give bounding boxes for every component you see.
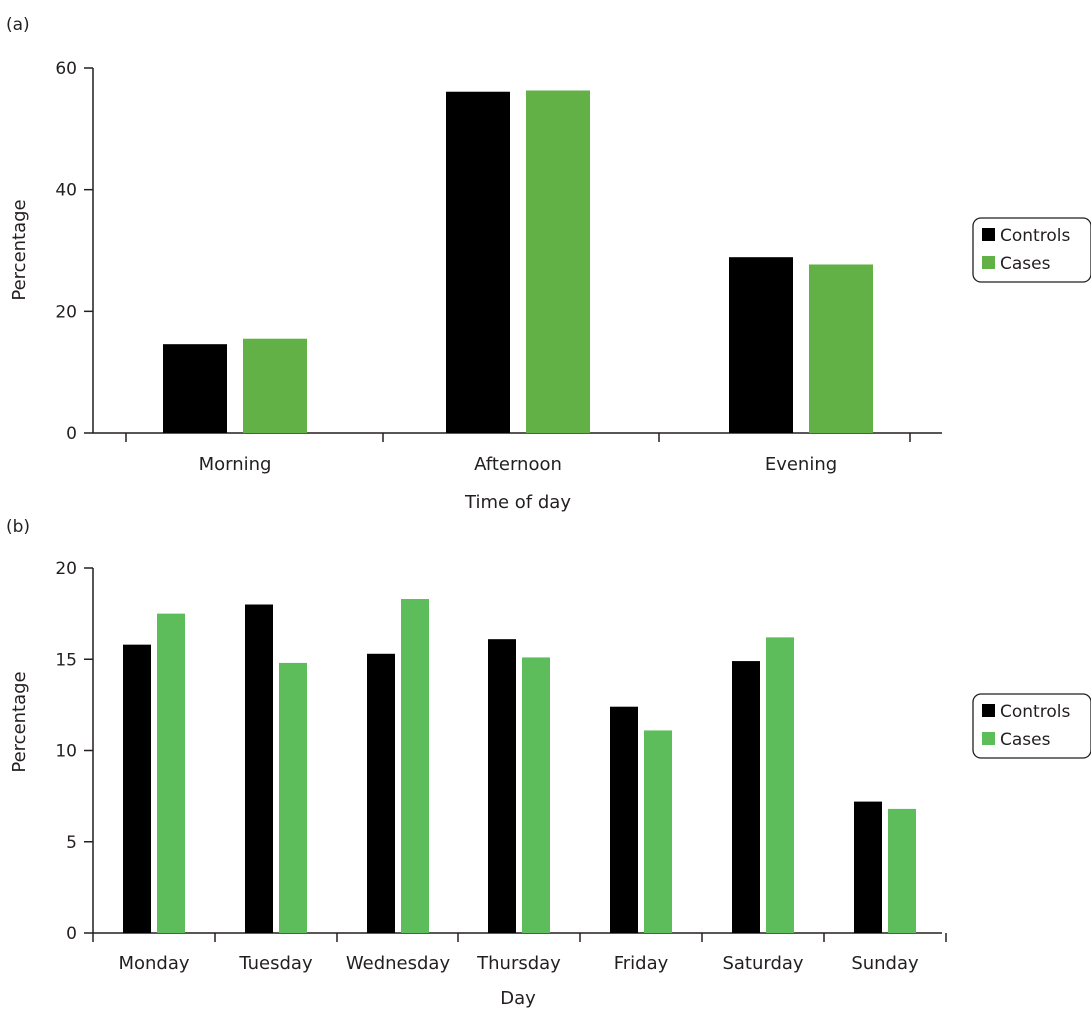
bar-cases-monday xyxy=(157,613,185,933)
bar-controls-monday xyxy=(123,644,151,933)
legend-label-controls: Controls xyxy=(1000,226,1070,246)
legend-box xyxy=(972,693,1091,759)
x-tick-label: Afternoon xyxy=(474,454,562,475)
panel-a-x-axis-title: Time of day xyxy=(464,492,571,513)
x-tick-label: Tuesday xyxy=(238,953,313,974)
bar-cases-thursday xyxy=(522,657,550,933)
bar-controls-sunday xyxy=(854,801,882,933)
y-tick-label: 0 xyxy=(66,924,77,944)
legend-label-cases: Cases xyxy=(1000,730,1051,750)
x-tick-label: Morning xyxy=(199,454,272,475)
panel-b-y-axis-title: Percentage xyxy=(9,671,30,772)
bar-cases-tuesday xyxy=(279,662,307,933)
panel-a-y-axis-title: Percentage xyxy=(9,199,30,300)
panel-a-legend: Controls Cases xyxy=(972,217,1091,283)
x-tick-label: Monday xyxy=(118,953,189,974)
legend-label-controls: Controls xyxy=(1000,702,1070,722)
bar-cases-friday xyxy=(644,730,672,933)
bar-cases-morning xyxy=(243,338,307,433)
panel-a: (a) Percentage Time of day 0 20 40 60 Morni… xyxy=(6,15,1091,513)
y-tick-label: 10 xyxy=(55,742,77,762)
y-tick-label: 20 xyxy=(55,302,77,322)
y-tick-label: 40 xyxy=(55,181,77,201)
legend-label-cases: Cases xyxy=(1000,254,1051,274)
x-tick-label: Saturday xyxy=(722,953,803,974)
panel-b-x-axis: Monday Tuesday Wednesday Thursday Friday Satu… xyxy=(92,932,947,974)
bar-cases-afternoon xyxy=(526,90,590,433)
panel-b-legend: Controls Cases xyxy=(972,693,1091,759)
panel-b-label: (b) xyxy=(6,517,30,537)
panel-b-y-axis: 0 5 10 15 20 xyxy=(55,559,94,944)
bar-controls-saturday xyxy=(732,661,760,933)
panel-b: (b) Percentage Day 0 5 10 15 20 Monday Tuesda… xyxy=(6,517,1091,1009)
x-tick-label: Wednesday xyxy=(346,953,451,974)
bar-controls-morning xyxy=(163,344,227,433)
y-tick-label: 0 xyxy=(66,424,77,444)
bar-controls-wednesday xyxy=(367,653,395,933)
panel-b-x-axis-title: Day xyxy=(500,988,536,1009)
x-tick-label: Evening xyxy=(765,454,837,475)
x-tick-label: Friday xyxy=(614,953,669,974)
panel-a-y-axis: 0 20 40 60 xyxy=(55,59,94,444)
panel-b-bars xyxy=(123,599,916,933)
y-tick-label: 5 xyxy=(66,833,77,853)
bar-cases-wednesday xyxy=(401,599,429,933)
y-tick-label: 15 xyxy=(55,650,77,670)
legend-swatch-controls xyxy=(982,228,995,241)
x-tick-label: Sunday xyxy=(851,953,919,974)
y-tick-label: 60 xyxy=(55,59,77,79)
legend-swatch-controls xyxy=(982,704,995,717)
y-tick-label: 20 xyxy=(55,559,77,579)
bar-controls-friday xyxy=(610,706,638,933)
bar-controls-thursday xyxy=(488,639,516,933)
legend-swatch-cases xyxy=(982,732,995,745)
panel-a-x-axis: Morning Afternoon Evening xyxy=(93,432,942,475)
bar-controls-afternoon xyxy=(446,91,510,433)
bar-controls-evening xyxy=(729,257,793,433)
panel-a-label: (a) xyxy=(6,15,30,35)
legend-swatch-cases xyxy=(982,256,995,269)
bar-cases-sunday xyxy=(888,808,916,933)
bar-cases-evening xyxy=(809,264,873,433)
panel-a-bars xyxy=(163,90,873,433)
bar-controls-tuesday xyxy=(245,604,273,933)
x-tick-label: Thursday xyxy=(476,953,561,974)
bar-cases-saturday xyxy=(766,637,794,933)
legend-box xyxy=(972,217,1091,283)
